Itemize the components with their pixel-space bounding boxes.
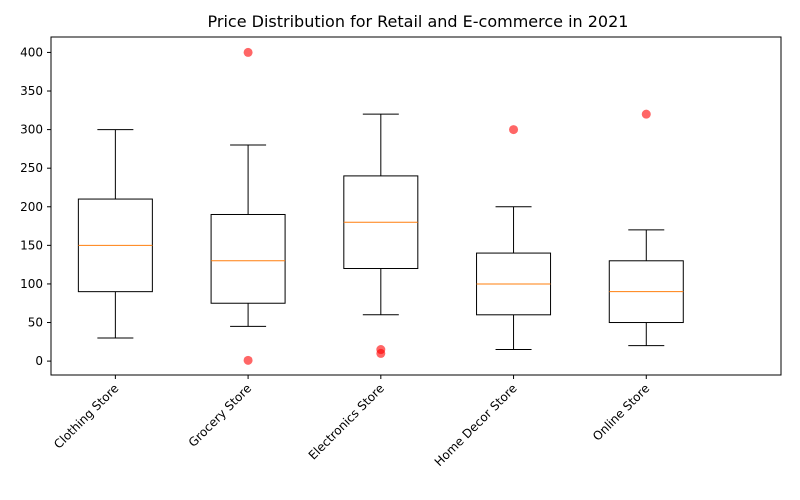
x-tick-label: Electronics Store: [306, 381, 387, 462]
box-iqr: [210, 213, 286, 304]
y-tick-label: 200: [20, 200, 43, 214]
outlier-point: [509, 125, 519, 135]
x-tick-label: Online Store: [590, 381, 652, 443]
outlier-point: [376, 345, 386, 355]
y-tick-label: 350: [20, 84, 43, 98]
x-tick-label: Clothing Store: [51, 381, 121, 451]
x-tick-label: Home Decor Store: [432, 381, 520, 469]
outlier-point: [243, 47, 253, 57]
y-tick-label: 0: [35, 354, 43, 368]
plot-frame: [50, 36, 782, 376]
y-tick-label: 150: [20, 238, 43, 252]
y-tick-label: 50: [28, 316, 43, 330]
chart-title: Price Distribution for Retail and E-comm…: [207, 12, 629, 31]
y-tick-label: 400: [20, 45, 43, 59]
y-tick-label: 300: [20, 123, 43, 137]
y-tick-label: 250: [20, 161, 43, 175]
y-tick-label: 100: [20, 277, 43, 291]
outlier-point: [243, 355, 253, 365]
x-tick-label: Grocery Store: [186, 381, 254, 449]
outlier-point: [641, 109, 651, 119]
